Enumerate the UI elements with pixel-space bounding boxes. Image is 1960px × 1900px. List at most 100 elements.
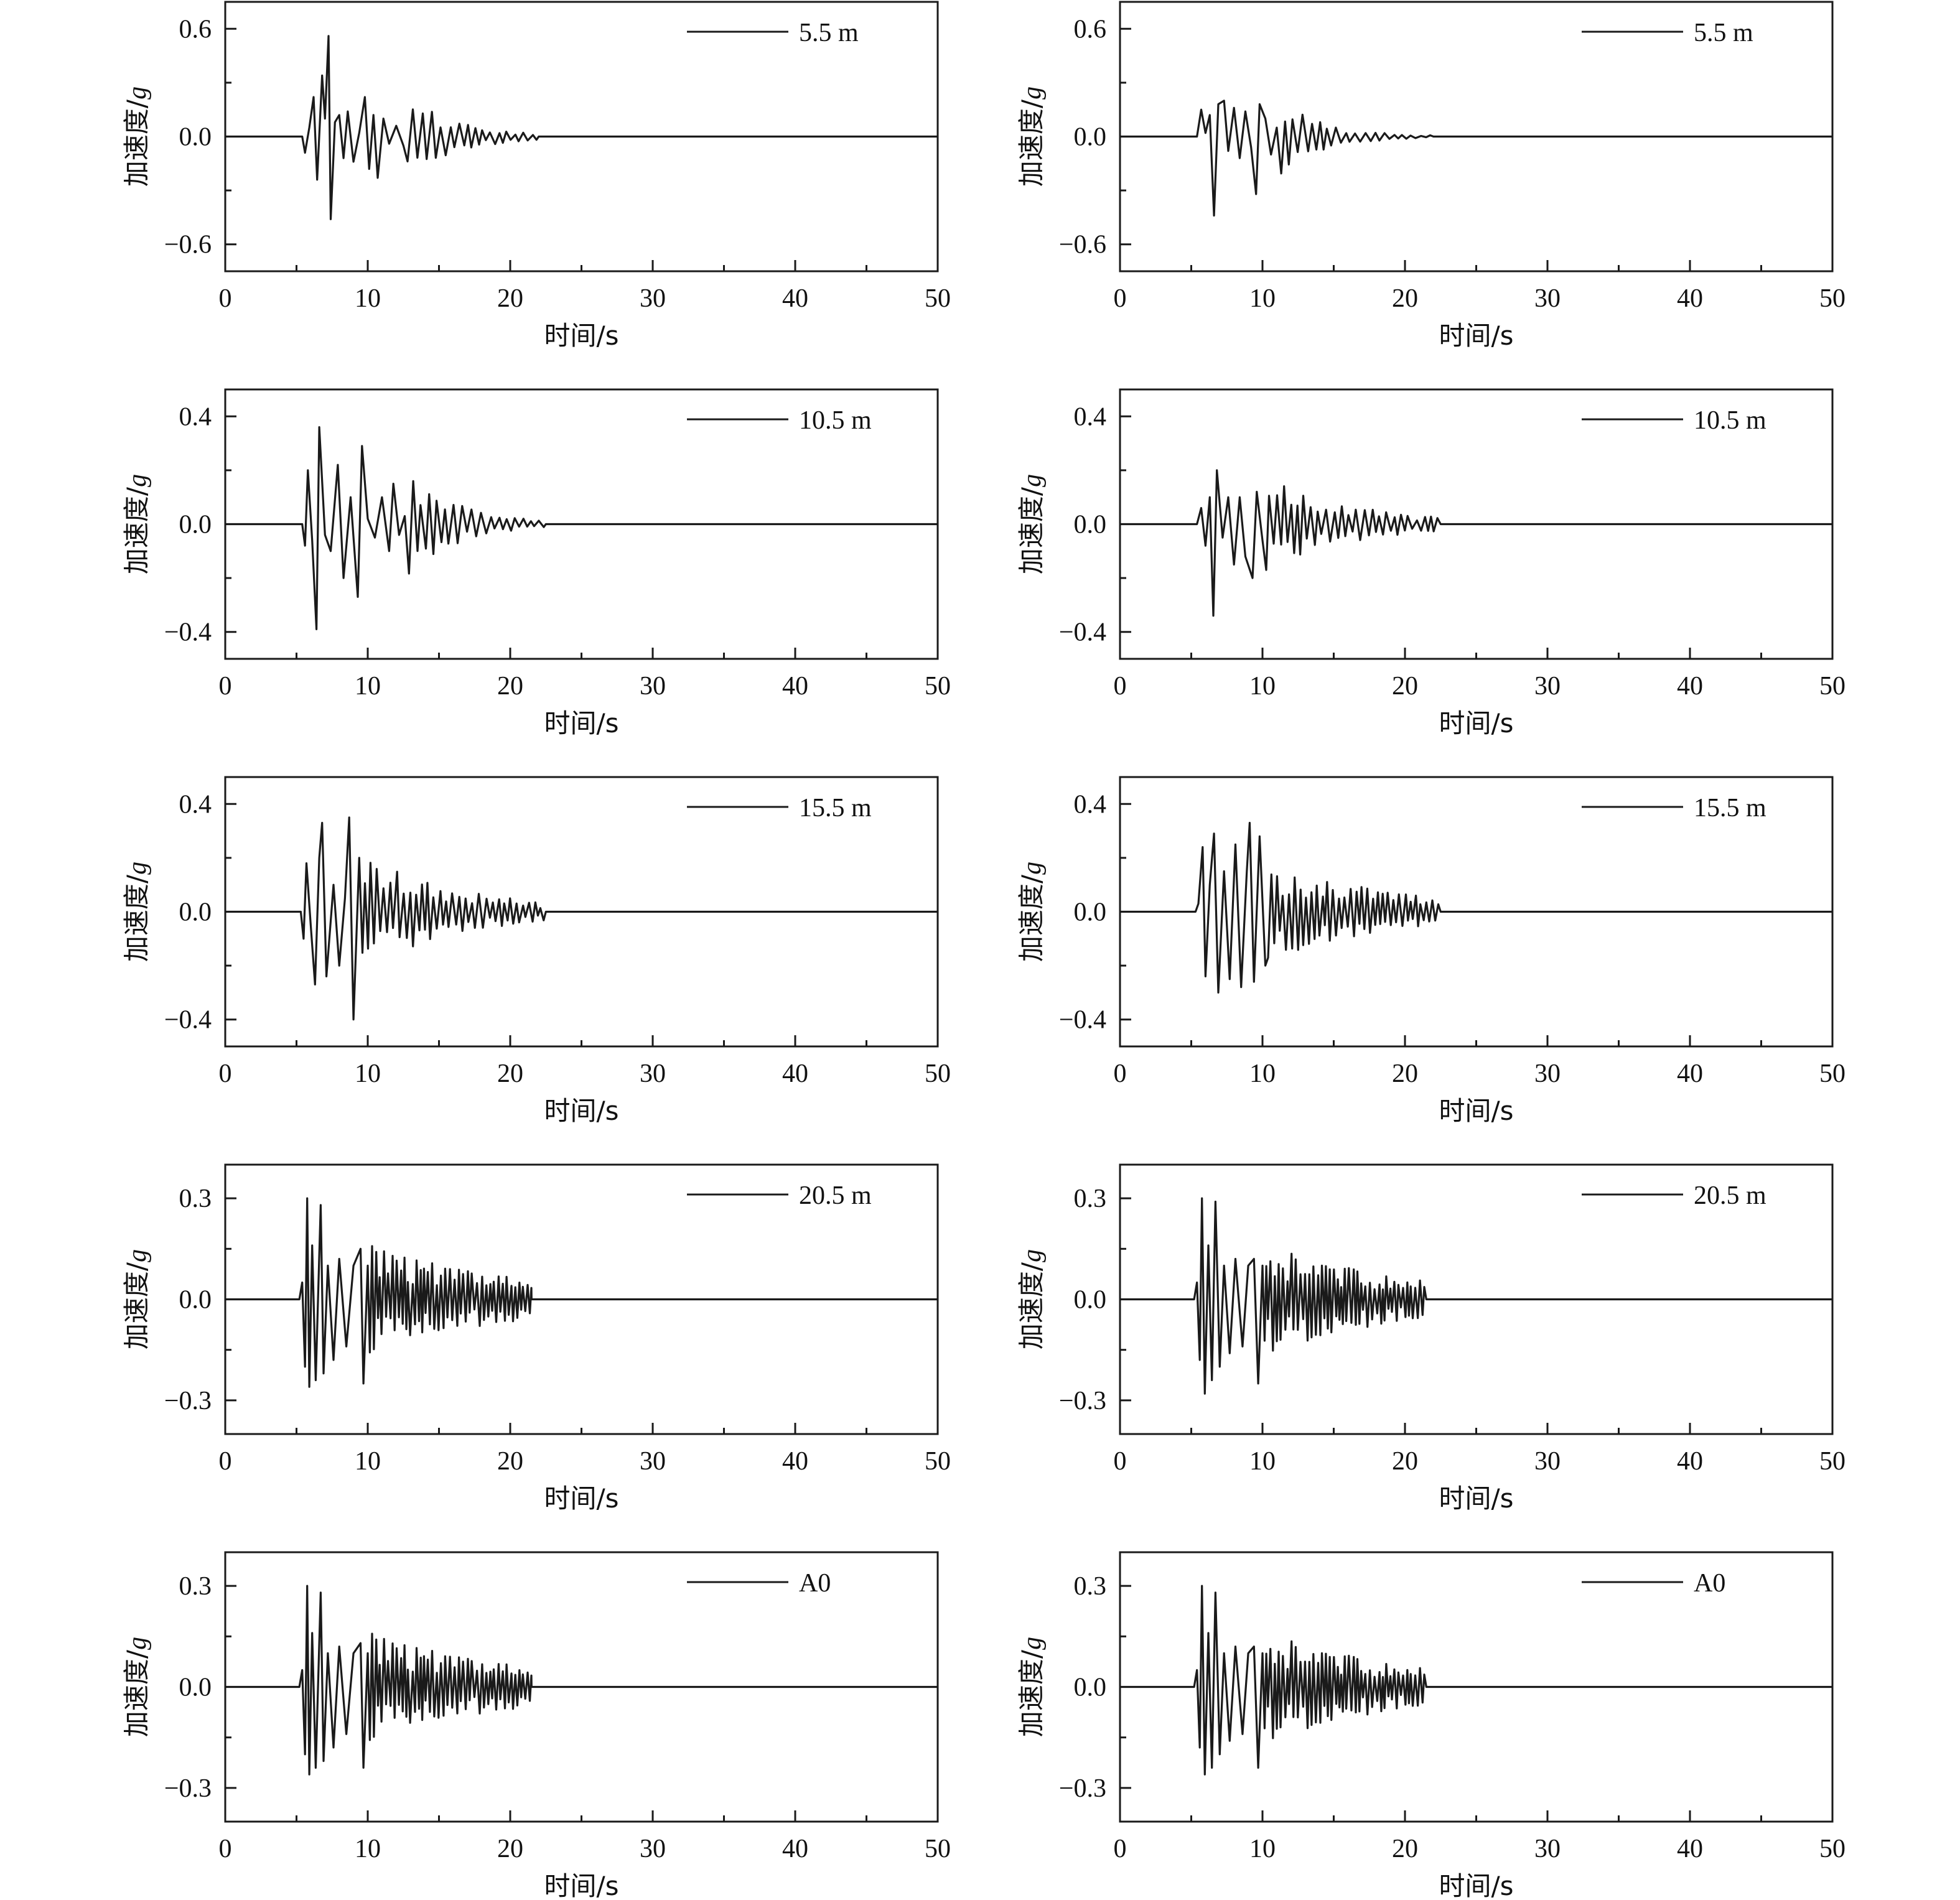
x-tick-label: 40 [782,1447,808,1476]
x-tick-label: 10 [1249,1059,1276,1088]
y-axis-title-text: 加速度/ [1016,1262,1047,1349]
y-axis-title: 加速度/g [121,1249,152,1349]
y-tick-label: 0.0 [179,123,212,152]
y-tick-label: 0.6 [1074,15,1107,44]
y-tick-label: 0.4 [1074,790,1107,819]
x-tick-label: 50 [925,1447,951,1476]
y-axis-title: 加速度/g [121,474,152,574]
x-tick-label: 0 [219,1447,232,1476]
x-tick-label: 50 [1819,284,1846,313]
y-axis-title-unit: g [1018,862,1047,875]
y-tick-label: 0.4 [179,790,212,819]
y-axis-title-unit: g [1018,86,1047,100]
y-axis-title: 加速度/g [1016,474,1047,574]
y-axis-title-text: 加速度/ [1016,1649,1047,1737]
chart-panel-left-3: 0 10 20 30 40 50 0.4 0.0 −0.4 时间/s 加速度/g 15.5 m [121,776,951,1126]
chart-panel-left-1: 0 10 20 30 40 50 0.6 0.0 −0.6 时间/s 加速度/g 5.5 m [121,1,951,351]
y-tick-label: 0.3 [179,1572,212,1601]
y-axis-title-unit: g [123,474,152,487]
x-tick-label: 40 [782,1835,808,1863]
x-tick-label: 10 [1249,1447,1276,1476]
x-tick-label: 0 [1114,1059,1127,1088]
x-tick-label: 40 [782,1059,808,1088]
y-tick-label: 0.0 [179,511,212,539]
x-tick-label: 0 [1114,284,1127,313]
chart-panel-right-1: 0 10 20 30 40 50 0.6 0.0 −0.6 时间/s 加速度/g 5.5 m [1016,1,1846,351]
x-tick-label: 50 [925,672,951,701]
x-tick-label: 40 [1677,672,1703,701]
y-tick-label: −0.4 [1059,1006,1106,1035]
x-tick-label: 50 [1819,1835,1846,1863]
y-tick-label: −0.4 [1059,618,1106,647]
series-line [225,35,938,220]
x-tick-label: 50 [1819,1059,1846,1088]
legend-label: 5.5 m [1694,19,1753,47]
x-tick-label: 10 [355,1059,381,1088]
x-tick-label: 0 [219,1835,232,1863]
legend-label: A0 [1694,1569,1725,1598]
x-tick-label: 30 [640,1059,666,1088]
x-tick-label: 10 [355,284,381,313]
series-line [225,816,938,1021]
x-axis-title: 时间/s [544,320,618,351]
x-tick-label: 30 [1534,672,1561,701]
x-tick-label: 50 [1819,672,1846,701]
x-axis-title: 时间/s [1439,1483,1513,1514]
x-tick-label: 50 [925,1835,951,1863]
series-line [1120,822,1832,994]
series-line [1120,1585,1832,1776]
x-tick-label: 30 [1534,1835,1561,1863]
x-axis-title: 时间/s [544,1871,618,1900]
y-axis-title-unit: g [1018,1637,1047,1650]
x-tick-label: 10 [355,672,381,701]
x-tick-label: 20 [1392,284,1418,313]
y-tick-label: −0.4 [164,618,212,647]
legend-label: 15.5 m [799,794,872,822]
x-tick-label: 10 [355,1447,381,1476]
series-line [1120,1197,1832,1395]
legend-label: 15.5 m [1694,794,1766,822]
y-tick-label: −0.3 [164,1387,212,1415]
y-tick-label: 0.0 [1074,898,1107,927]
x-tick-label: 20 [1392,1059,1418,1088]
y-tick-label: −0.4 [164,1006,212,1035]
x-tick-label: 0 [219,284,232,313]
y-axis-title-text: 加速度/ [1016,874,1047,962]
x-tick-label: 30 [640,672,666,701]
y-axis-title: 加速度/g [121,86,152,187]
y-tick-label: −0.6 [1059,231,1106,259]
y-axis-title-text: 加速度/ [1016,99,1047,187]
y-axis-title-text: 加速度/ [1016,487,1047,574]
y-axis-title-text: 加速度/ [121,99,152,187]
y-tick-label: 0.0 [1074,511,1107,539]
legend-label: A0 [799,1569,831,1598]
y-axis-title-unit: g [123,1249,152,1262]
y-axis-title: 加速度/g [1016,1637,1047,1737]
x-tick-label: 0 [1114,1835,1127,1863]
series-line [225,1585,938,1776]
y-axis-title: 加速度/g [1016,86,1047,187]
x-tick-label: 0 [219,672,232,701]
x-tick-label: 10 [1249,1835,1276,1863]
x-tick-label: 0 [1114,672,1127,701]
x-tick-label: 30 [640,1835,666,1863]
series-line [225,1197,938,1388]
x-tick-label: 40 [1677,1447,1703,1476]
y-tick-label: 0.4 [179,403,212,431]
chart-panel-left-5: 0 10 20 30 40 50 0.3 0.0 −0.3 时间/s 加速度/g A0 [121,1551,951,1900]
x-tick-label: 30 [1534,1447,1561,1476]
x-axis-title: 时间/s [1439,320,1513,351]
x-axis-title: 时间/s [544,1483,618,1514]
x-tick-label: 30 [1534,284,1561,313]
x-tick-label: 10 [1249,672,1276,701]
y-tick-label: 0.3 [179,1185,212,1213]
x-tick-label: 40 [1677,1059,1703,1088]
x-tick-label: 40 [1677,284,1703,313]
y-axis-title-unit: g [123,86,152,100]
x-tick-label: 20 [497,1835,523,1863]
x-axis-title: 时间/s [1439,1096,1513,1126]
x-tick-label: 10 [1249,284,1276,313]
legend-label: 20.5 m [1694,1181,1766,1210]
y-tick-label: −0.3 [1059,1774,1106,1803]
